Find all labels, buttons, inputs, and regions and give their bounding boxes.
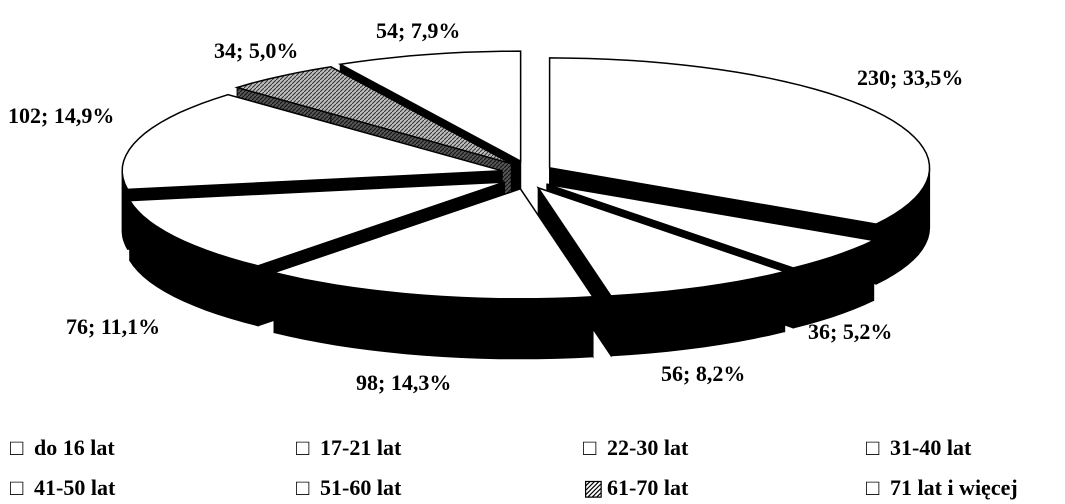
legend-item-41-50-lat: □ 41-50 lat xyxy=(10,475,116,500)
legend-symbol: □ xyxy=(10,475,23,500)
data-label-22-30-lat: 56; 8,2% xyxy=(661,361,745,386)
legend-item-31-40-lat: □ 31-40 lat xyxy=(866,435,972,460)
pie-slices xyxy=(121,50,931,360)
legend-symbol: □ xyxy=(296,475,309,500)
slice-face xyxy=(234,66,512,165)
legend-label: 61-70 lat xyxy=(607,475,689,500)
legend-item-71-lat-i-wiecej: □ 71 lat i więcej xyxy=(866,475,1018,500)
data-label-61-70-lat: 34; 5,0% xyxy=(214,38,298,63)
slice-face xyxy=(337,50,522,163)
legend-item-17-21-lat: □ 17-21 lat xyxy=(296,435,402,460)
legend-label: 31-40 lat xyxy=(890,435,972,460)
data-label-51-60-lat: 102; 14,9% xyxy=(8,103,114,128)
legend-item-do-16-lat: □ do 16 lat xyxy=(10,435,115,460)
legend-item-61-70-lat: ▨ 61-70 lat xyxy=(583,475,689,500)
data-label-31-40-lat: 98; 14,3% xyxy=(356,370,451,395)
data-labels: 230; 33,5% 36; 5,2% 56; 8,2% 98; 14,3% 7… xyxy=(8,18,963,395)
legend-symbol: □ xyxy=(866,435,879,460)
slice-face xyxy=(271,187,595,300)
legend-symbol: ▨ xyxy=(583,475,604,500)
legend-item-51-60-lat: □ 51-60 lat xyxy=(296,475,402,500)
legend-label: 41-50 lat xyxy=(34,475,116,500)
legend-label: 71 lat i więcej xyxy=(890,475,1018,500)
slice-face xyxy=(128,181,505,267)
data-label-41-50-lat: 76; 11,1% xyxy=(66,314,160,339)
legend-symbol: □ xyxy=(583,435,596,460)
data-label-17-21-lat: 36; 5,2% xyxy=(808,319,892,344)
legend-symbol: □ xyxy=(866,475,879,500)
data-label-do-16-lat: 230; 33,5% xyxy=(857,65,963,90)
slice-face xyxy=(121,93,503,191)
legend-label: 22-30 lat xyxy=(607,435,689,460)
legend: □ do 16 lat □ 17-21 lat □ 22-30 lat □ 31… xyxy=(10,435,1018,500)
legend-symbol: □ xyxy=(10,435,23,460)
legend-label: 51-60 lat xyxy=(320,475,402,500)
legend-label: 17-21 lat xyxy=(320,435,402,460)
legend-symbol: □ xyxy=(296,435,309,460)
slice-face xyxy=(546,183,877,269)
legend-item-22-30-lat: □ 22-30 lat xyxy=(583,435,689,460)
data-label-71-lat-i-wiecej: 54; 7,9% xyxy=(376,18,460,43)
slice-face xyxy=(548,57,931,225)
slice-face xyxy=(536,186,788,297)
slice-31-40-lat xyxy=(271,187,595,360)
legend-label: do 16 lat xyxy=(34,435,115,460)
